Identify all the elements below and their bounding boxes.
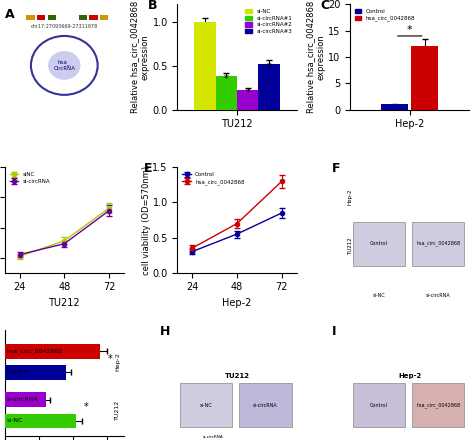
Text: I: I — [332, 325, 337, 338]
Text: si-NC: si-NC — [373, 293, 385, 298]
FancyBboxPatch shape — [353, 222, 405, 266]
Bar — [5, 392, 46, 407]
Text: si-circRNA: si-circRNA — [253, 403, 278, 407]
Y-axis label: cell viability (OD=570nm): cell viability (OD=570nm) — [142, 165, 151, 275]
FancyBboxPatch shape — [89, 15, 98, 20]
Text: H: H — [160, 325, 170, 338]
Bar — [237, 90, 258, 110]
Text: hsa_
CircRNA: hsa_ CircRNA — [53, 60, 75, 71]
Text: *: * — [84, 402, 89, 412]
Bar — [5, 414, 76, 428]
Text: *: * — [407, 26, 412, 35]
Bar — [194, 22, 216, 110]
FancyBboxPatch shape — [37, 15, 45, 20]
Text: si-circRNA: si-circRNA — [203, 435, 224, 439]
Text: si-NC: si-NC — [200, 403, 212, 407]
Bar — [382, 104, 408, 110]
Text: *: * — [267, 62, 272, 72]
FancyBboxPatch shape — [180, 383, 232, 427]
Text: A: A — [5, 7, 14, 21]
Text: hsa_circ_0042868: hsa_circ_0042868 — [416, 240, 460, 246]
Text: TU212: TU212 — [116, 400, 120, 421]
FancyBboxPatch shape — [239, 383, 292, 427]
Legend: si-NC, si-circRNA#1, si-circRNA#2, si-circRNA#3: si-NC, si-circRNA#1, si-circRNA#2, si-ci… — [244, 7, 294, 36]
Text: si-NC: si-NC — [7, 418, 23, 423]
FancyBboxPatch shape — [79, 15, 87, 20]
Bar — [216, 76, 237, 110]
FancyBboxPatch shape — [26, 15, 35, 20]
FancyBboxPatch shape — [353, 383, 405, 427]
Text: Control: Control — [370, 241, 388, 246]
Legend: Control, hsa_circ_0042868: Control, hsa_circ_0042868 — [180, 170, 247, 187]
Text: hsa_circ_0042868: hsa_circ_0042868 — [416, 402, 460, 408]
FancyBboxPatch shape — [353, 275, 405, 319]
Text: Hep-2: Hep-2 — [116, 352, 120, 371]
Bar — [5, 365, 66, 380]
Text: C: C — [320, 0, 329, 12]
Bar — [258, 64, 280, 110]
Text: chr17:27093669-27311978: chr17:27093669-27311978 — [31, 23, 98, 29]
X-axis label: Hep-2: Hep-2 — [222, 298, 252, 308]
Y-axis label: Relative hsa_circ_0042868
expression: Relative hsa_circ_0042868 expression — [306, 1, 325, 113]
Legend: Control, hsa_circ_0042868: Control, hsa_circ_0042868 — [353, 7, 417, 23]
Text: hsa_circ_0042868: hsa_circ_0042868 — [7, 348, 63, 354]
FancyBboxPatch shape — [47, 15, 56, 20]
Text: Hep-2: Hep-2 — [348, 189, 353, 205]
Text: F: F — [332, 162, 341, 175]
X-axis label: TU212: TU212 — [48, 298, 80, 308]
Text: Hep-2: Hep-2 — [398, 373, 421, 379]
FancyBboxPatch shape — [412, 222, 465, 266]
Text: *: * — [224, 74, 228, 84]
Legend: siNC, si-circRNA: siNC, si-circRNA — [8, 170, 52, 186]
FancyBboxPatch shape — [412, 275, 465, 319]
Bar — [411, 47, 438, 110]
Text: Control: Control — [7, 370, 29, 375]
FancyBboxPatch shape — [100, 15, 109, 20]
Text: TU212: TU212 — [225, 373, 249, 379]
Text: B: B — [148, 0, 157, 12]
Y-axis label: Relative hsa_circ_0042868
expression: Relative hsa_circ_0042868 expression — [130, 1, 150, 113]
FancyBboxPatch shape — [412, 383, 465, 427]
Text: E: E — [144, 162, 153, 175]
Bar — [5, 344, 100, 359]
Text: Control: Control — [370, 403, 388, 407]
Text: si-circRNA: si-circRNA — [7, 397, 38, 402]
Text: *: * — [108, 354, 113, 364]
Text: *: * — [246, 88, 250, 99]
Text: TU212: TU212 — [348, 238, 353, 255]
Text: si-circRNA: si-circRNA — [426, 293, 451, 298]
Circle shape — [49, 52, 80, 79]
